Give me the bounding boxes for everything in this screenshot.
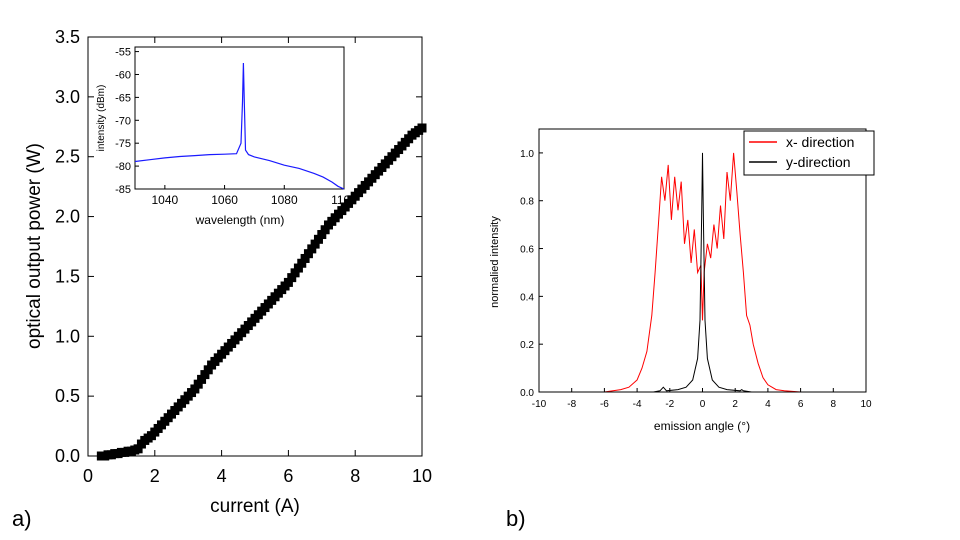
chart-b-y-tick-label: 1.0 xyxy=(520,149,534,160)
chart-b-y-tick-label: 0.2 xyxy=(520,340,534,351)
chart-a-data-point xyxy=(283,277,293,287)
legend-label-x-direction: x- direction xyxy=(786,134,854,150)
inset-background xyxy=(135,47,344,189)
chart-a-data-point xyxy=(297,258,307,268)
inset-ticks: 1040 1060 1080 1100 -55 -60 -65 -70 -75 -80 -85 xyxy=(115,47,357,207)
chart-b-y-axis-label: normalied intensity xyxy=(489,216,501,308)
chart-a-y-tick-label: 2.5 xyxy=(55,147,80,167)
chart-b-x-tick-label: -4 xyxy=(633,399,642,410)
inset-y-axis-label: intensity (dBm) xyxy=(96,85,107,152)
inset-x-tick-label: 1060 xyxy=(211,193,238,207)
chart-b-y-tick-label: 0.4 xyxy=(520,292,534,303)
chart-b-x-tick-label: 10 xyxy=(860,399,872,410)
chart-b-ticks: -10 -8 -6 -4 -2 0 2 4 6 8 10 0.0 0.2 0.4 0.6 0.8 1.0 xyxy=(520,149,872,410)
inset-x-tick-label: 1080 xyxy=(271,193,298,207)
chart-b-lines xyxy=(539,152,866,393)
chart-a-data-point xyxy=(190,384,200,394)
chart-a-data-point xyxy=(200,370,210,380)
chart-a-data-point xyxy=(133,444,143,454)
chart-a-x-axis-label: current (A) xyxy=(210,496,300,517)
chart-a-data-point xyxy=(193,379,203,389)
chart-b-x-axis-label: emission angle (°) xyxy=(654,419,750,433)
chart-a-y-tick-label: 3.0 xyxy=(55,87,80,107)
inset-y-tick-label: -75 xyxy=(115,138,131,150)
chart-b-x-tick-label: -8 xyxy=(567,399,576,410)
chart-a-data-point xyxy=(290,268,300,278)
chart-b-y-tick-label: 0.6 xyxy=(520,245,534,256)
inset-y-tick-label: -85 xyxy=(115,184,131,196)
chart-a-data-point xyxy=(307,244,317,254)
chart-a-data-point xyxy=(293,263,303,273)
chart-a-y-tick-label: 3.5 xyxy=(55,27,80,47)
chart-b-y-tick-label: 0.0 xyxy=(520,388,534,399)
chart-a-y-tick-label: 1.5 xyxy=(55,266,80,286)
panel-label-a: a) xyxy=(12,506,32,531)
chart-a-frame xyxy=(87,36,423,457)
inset-x-tick-label: 1100 xyxy=(331,193,357,207)
chart-a-x-tick-label: 6 xyxy=(283,466,293,486)
chart-a-y-axis-label: optical output power (W) xyxy=(24,143,45,349)
chart-a-marks xyxy=(96,123,427,461)
inset-y-tick-label: -70 xyxy=(115,115,131,127)
chart-a-data-point xyxy=(310,239,320,249)
chart-b: -10 -8 -6 -4 -2 0 2 4 6 8 10 0.0 0.2 0.4 0.6 0.8 1.0 emi… xyxy=(489,128,875,433)
chart-a-data-point xyxy=(303,249,313,259)
inset-x-axis-label: wavelength (nm) xyxy=(195,213,285,227)
chart-b-x-tick-label: 6 xyxy=(798,399,804,410)
chart-a-x-tick-label: 4 xyxy=(217,466,227,486)
chart-a-x-tick-label: 2 xyxy=(150,466,160,486)
chart-a-data-point xyxy=(417,123,427,133)
chart-a-x-tick-label: 8 xyxy=(350,466,360,486)
chart-a-data-point xyxy=(203,365,213,375)
chart-b-x-tick-label: 2 xyxy=(732,399,738,410)
legend-box xyxy=(743,130,875,176)
chart-b-x-tick-label: 8 xyxy=(831,399,837,410)
inset-frame xyxy=(134,46,345,190)
chart-a: 0 2 4 6 8 10 0.0 0.5 1.0 1.5 2.0 2.5 3.0 3.5 current … xyxy=(24,27,432,517)
inset-y-tick-label: -60 xyxy=(115,69,131,81)
chart-b-x-tick-label: 4 xyxy=(765,399,771,410)
chart-b-series-x-direction xyxy=(539,152,866,393)
inset-y-tick-label: -55 xyxy=(115,47,131,59)
chart-a-data-point xyxy=(197,374,207,384)
chart-a-ticks: 0 2 4 6 8 10 0.0 0.5 1.0 1.5 2.0 2.5 3.0 3.5 xyxy=(55,27,432,486)
chart-a-x-tick-label: 0 xyxy=(83,466,93,486)
chart-b-x-tick-label: -2 xyxy=(665,399,674,410)
inset-x-tick-label: 1040 xyxy=(152,193,179,207)
chart-a-data-point xyxy=(300,253,310,263)
chart-a-data-point xyxy=(313,234,323,244)
chart-a-data-point xyxy=(320,225,330,235)
chart-a-data-point xyxy=(317,230,327,240)
inset-y-tick-label: -80 xyxy=(115,161,131,173)
chart-a-y-tick-label: 0.0 xyxy=(55,446,80,466)
chart-b-x-tick-label: 0 xyxy=(700,399,706,410)
chart-a-inset: 1040 1060 1080 1100 -55 -60 -65 -70 -75 -80 -85 wa… xyxy=(96,46,357,227)
chart-a-x-tick-label: 10 xyxy=(412,466,432,486)
panel-label-b: b) xyxy=(506,506,526,531)
inset-spectrum-line xyxy=(134,62,345,190)
chart-a-y-tick-label: 0.5 xyxy=(55,386,80,406)
chart-a-y-tick-label: 2.0 xyxy=(55,207,80,227)
chart-b-legend: x- direction y-direction xyxy=(743,130,875,176)
inset-y-tick-label: -65 xyxy=(115,92,131,104)
chart-b-series-y-direction xyxy=(539,152,866,393)
chart-b-x-tick-label: -10 xyxy=(532,399,547,410)
legend-label-y-direction: y-direction xyxy=(786,154,851,170)
chart-b-y-tick-label: 0.8 xyxy=(520,197,534,208)
chart-a-y-tick-label: 1.0 xyxy=(55,326,80,346)
chart-b-x-tick-label: -6 xyxy=(600,399,609,410)
chart-a-data-point xyxy=(287,273,297,283)
